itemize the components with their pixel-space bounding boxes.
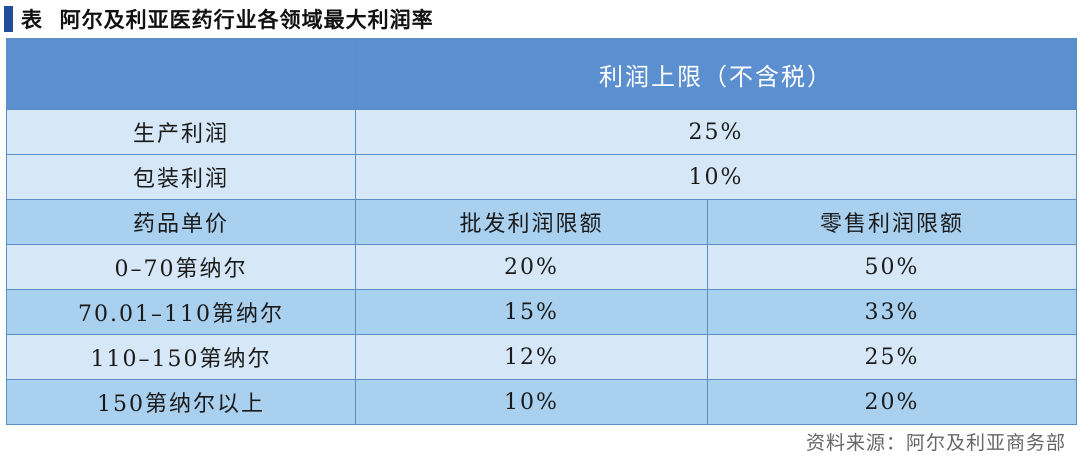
title-spacer — [43, 7, 60, 31]
row-label: 包装利润 — [6, 154, 356, 200]
subheader-wholesale: 批发利润限额 — [355, 199, 708, 245]
retail-cell: 50% — [707, 244, 1077, 290]
header-corner-cell — [6, 38, 356, 110]
title-marker — [4, 6, 13, 32]
table-row: 包装利润 10% — [6, 154, 1077, 200]
wholesale-cell: 15% — [355, 289, 708, 335]
price-range-cell: 110–150第纳尔 — [6, 334, 356, 380]
wholesale-cell: 20% — [355, 244, 708, 290]
row-label: 生产利润 — [6, 109, 356, 155]
table-header-row: 利润上限（不含税） — [6, 38, 1077, 110]
wholesale-cell: 10% — [355, 379, 708, 425]
title-text: 阿尔及利亚医药行业各领域最大利润率 — [59, 8, 434, 32]
subheader-retail: 零售利润限额 — [707, 199, 1077, 245]
subheader-price: 药品单价 — [6, 199, 356, 245]
title-prefix: 表 — [21, 8, 43, 32]
retail-cell: 33% — [707, 289, 1077, 335]
table-row: 110–150第纳尔 12% 25% — [6, 334, 1077, 380]
wholesale-cell: 12% — [355, 334, 708, 380]
price-range-cell: 150第纳尔以上 — [6, 379, 356, 425]
price-range-cell: 0–70第纳尔 — [6, 244, 356, 290]
profit-table: 利润上限（不含税） 生产利润 25% 包装利润 10% 药品单价 批发利润限额 … — [6, 38, 1077, 425]
table-subheader-row: 药品单价 批发利润限额 零售利润限额 — [6, 199, 1077, 245]
retail-cell: 25% — [707, 334, 1077, 380]
table-row: 0–70第纳尔 20% 50% — [6, 244, 1077, 290]
row-value: 10% — [355, 154, 1077, 200]
retail-cell: 20% — [707, 379, 1077, 425]
source-note: 资料来源：阿尔及利亚商务部 — [805, 432, 1066, 454]
table-title: 表 阿尔及利亚医药行业各领域最大利润率 — [0, 2, 434, 36]
table-row: 生产利润 25% — [6, 109, 1077, 155]
header-profit-cap: 利润上限（不含税） — [355, 38, 1077, 110]
profit-table-container: 利润上限（不含税） 生产利润 25% 包装利润 10% 药品单价 批发利润限额 … — [6, 38, 1077, 425]
table-row: 150第纳尔以上 10% 20% — [6, 379, 1077, 425]
price-range-cell: 70.01–110第纳尔 — [6, 289, 356, 335]
row-value: 25% — [355, 109, 1077, 155]
table-row: 70.01–110第纳尔 15% 33% — [6, 289, 1077, 335]
